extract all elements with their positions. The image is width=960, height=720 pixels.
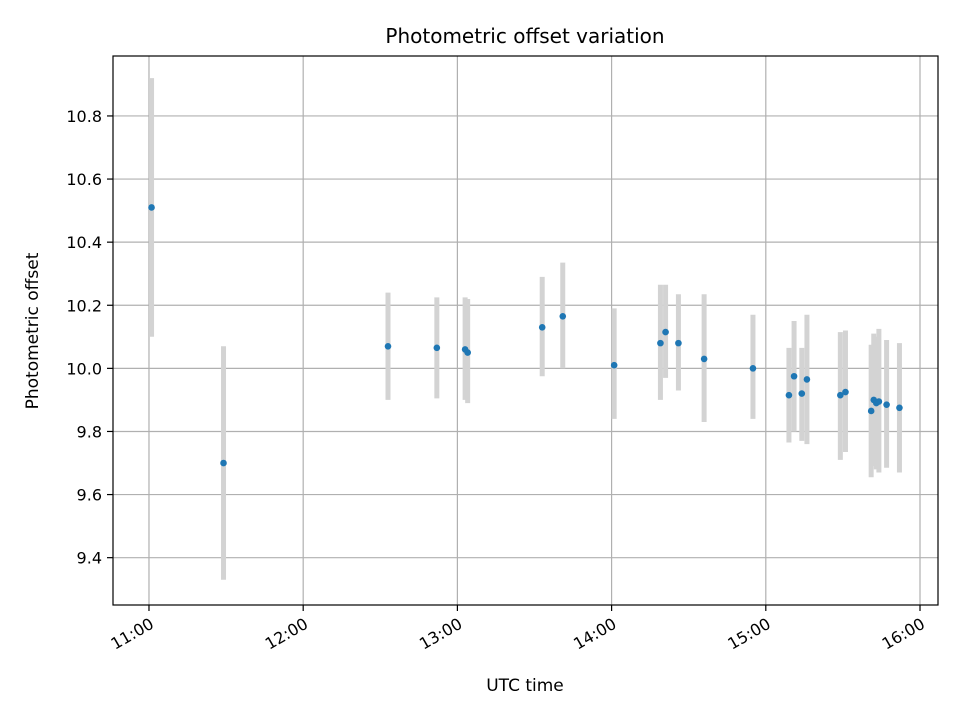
y-tick-label: 10.4 — [66, 233, 102, 252]
y-tick-label: 9.4 — [77, 549, 102, 568]
data-point — [559, 313, 567, 320]
point-layer — [148, 204, 903, 467]
data-point — [657, 339, 664, 347]
data-point — [464, 349, 471, 356]
data-point — [798, 390, 806, 397]
data-point — [883, 401, 890, 408]
y-tick-label: 10.8 — [66, 107, 102, 126]
y-tick-label: 10.0 — [66, 359, 102, 378]
y-tick-label: 10.2 — [66, 296, 102, 315]
data-point — [675, 339, 682, 347]
data-point — [803, 376, 811, 383]
data-point — [384, 342, 392, 350]
data-point — [785, 391, 793, 399]
data-point — [790, 372, 798, 380]
data-point — [433, 344, 441, 352]
y-axis-label: Photometric offset — [23, 252, 43, 409]
x-axis-label: UTC time — [486, 676, 564, 696]
y-tick-label: 9.8 — [77, 422, 102, 441]
data-point — [837, 391, 844, 399]
y-tick-label: 9.6 — [77, 486, 102, 505]
data-point — [749, 365, 757, 372]
data-point — [867, 407, 875, 415]
data-point — [148, 204, 155, 211]
data-point — [842, 388, 849, 396]
plot-frame — [112, 55, 939, 606]
data-point — [896, 404, 903, 412]
grid-layer — [113, 56, 938, 605]
data-point — [875, 398, 883, 405]
data-point — [662, 328, 669, 336]
y-tick-label: 10.6 — [66, 170, 102, 189]
data-point — [220, 459, 227, 467]
chart-title: Photometric offset variation — [385, 24, 664, 48]
data-point — [538, 324, 546, 331]
data-point — [700, 355, 708, 363]
data-point — [610, 361, 618, 369]
